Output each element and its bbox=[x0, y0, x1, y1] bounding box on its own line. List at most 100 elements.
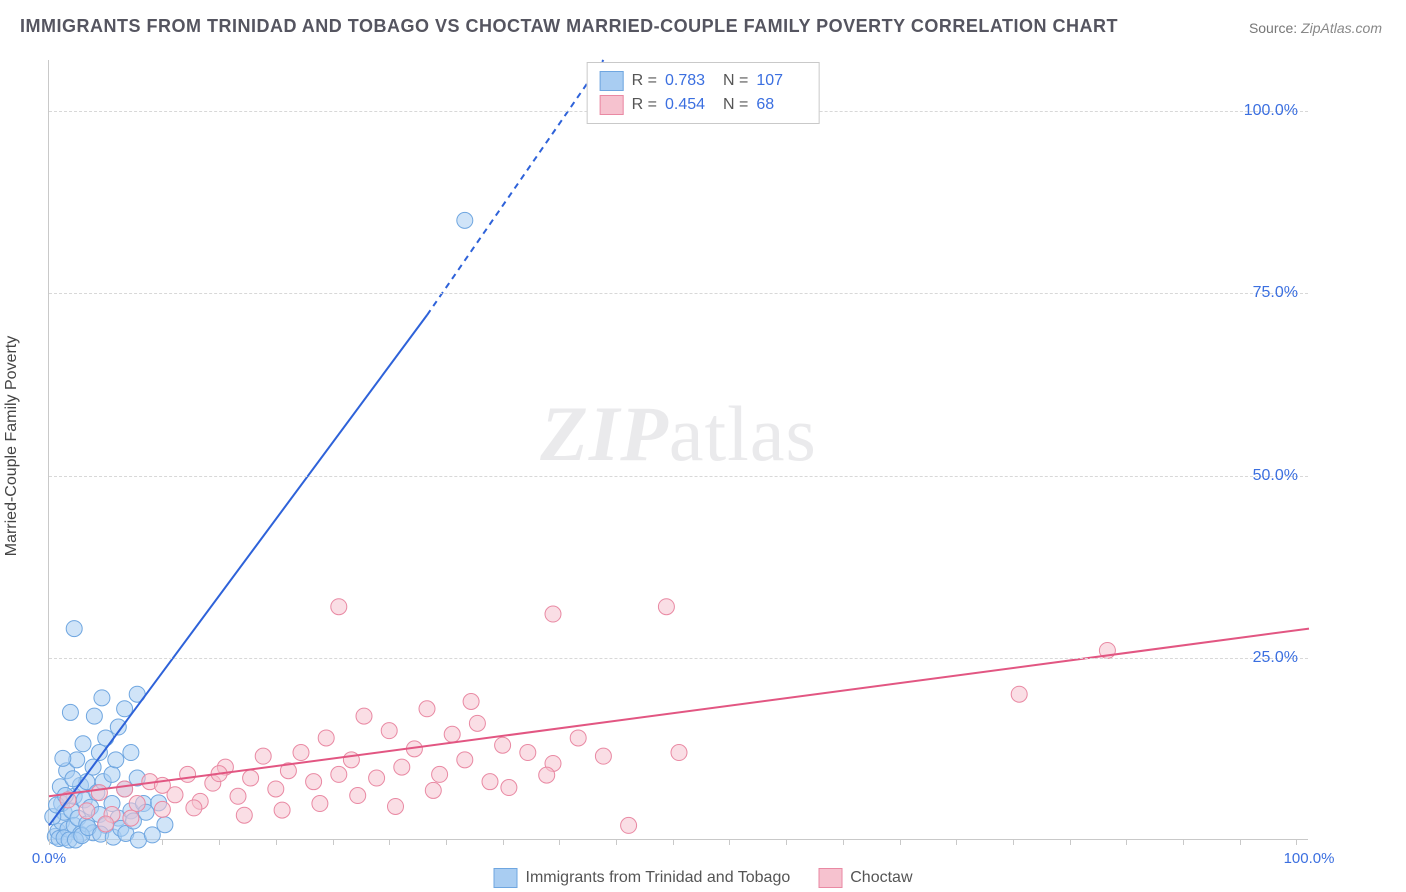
x-tick-label: 0.0% bbox=[32, 850, 66, 867]
gridline-h bbox=[49, 293, 1308, 294]
data-point-choctaw bbox=[388, 798, 404, 814]
x-tick bbox=[1183, 839, 1184, 845]
source-label: Source: bbox=[1249, 20, 1297, 36]
legend-row-choctaw: R = 0.454 N = 68 bbox=[600, 93, 807, 117]
x-tick bbox=[843, 839, 844, 845]
data-point-choctaw bbox=[117, 781, 133, 797]
correlation-legend: R = 0.783 N = 107 R = 0.454 N = 68 bbox=[587, 62, 820, 124]
swatch-choctaw-bottom bbox=[818, 868, 842, 888]
data-point-choctaw bbox=[520, 745, 536, 761]
data-point-choctaw bbox=[463, 693, 479, 709]
data-point-choctaw bbox=[356, 708, 372, 724]
x-tick bbox=[219, 839, 220, 845]
data-point-choctaw bbox=[621, 817, 637, 833]
chart-title: IMMIGRANTS FROM TRINIDAD AND TOBAGO VS C… bbox=[20, 16, 1118, 37]
data-point-choctaw bbox=[545, 606, 561, 622]
x-tick bbox=[389, 839, 390, 845]
x-tick bbox=[276, 839, 277, 845]
data-point-choctaw bbox=[293, 745, 309, 761]
swatch-trinidad-bottom bbox=[494, 868, 518, 888]
trend-line-trinidad bbox=[49, 315, 427, 825]
r-label: R = bbox=[632, 69, 657, 93]
n-value-trinidad: 107 bbox=[756, 69, 806, 93]
data-point-choctaw bbox=[658, 599, 674, 615]
data-point-choctaw bbox=[394, 759, 410, 775]
n-label: N = bbox=[723, 93, 748, 117]
x-tick bbox=[786, 839, 787, 845]
data-point-trinidad bbox=[123, 745, 139, 761]
data-point-choctaw bbox=[180, 766, 196, 782]
r-value-trinidad: 0.783 bbox=[665, 69, 715, 93]
x-tick bbox=[1240, 839, 1241, 845]
x-tick bbox=[49, 839, 50, 845]
trend-line-choctaw bbox=[49, 629, 1309, 797]
data-point-choctaw bbox=[98, 816, 114, 832]
data-point-choctaw bbox=[186, 800, 202, 816]
x-tick bbox=[333, 839, 334, 845]
x-tick bbox=[1296, 839, 1297, 845]
data-point-choctaw bbox=[432, 766, 448, 782]
data-point-choctaw bbox=[539, 767, 555, 783]
data-point-choctaw bbox=[123, 810, 139, 826]
data-point-trinidad bbox=[98, 730, 114, 746]
chart-svg bbox=[49, 60, 1308, 839]
data-point-choctaw bbox=[343, 752, 359, 768]
gridline-h bbox=[49, 476, 1308, 477]
x-tick bbox=[673, 839, 674, 845]
data-point-choctaw bbox=[419, 701, 435, 717]
data-point-choctaw bbox=[91, 785, 107, 801]
data-point-choctaw bbox=[350, 788, 366, 804]
x-tick bbox=[900, 839, 901, 845]
source-value: ZipAtlas.com bbox=[1301, 20, 1382, 36]
data-point-choctaw bbox=[495, 737, 511, 753]
data-point-choctaw bbox=[381, 723, 397, 739]
data-point-trinidad bbox=[75, 736, 91, 752]
y-axis-label: Married-Couple Family Poverty bbox=[3, 336, 21, 557]
data-point-trinidad bbox=[157, 817, 173, 833]
legend-row-trinidad: R = 0.783 N = 107 bbox=[600, 69, 807, 93]
data-point-trinidad bbox=[86, 708, 102, 724]
data-point-choctaw bbox=[306, 774, 322, 790]
data-point-choctaw bbox=[331, 766, 347, 782]
data-point-choctaw bbox=[243, 770, 259, 786]
x-tick-label: 100.0% bbox=[1284, 850, 1335, 867]
data-point-choctaw bbox=[369, 770, 385, 786]
legend-label-trinidad: Immigrants from Trinidad and Tobago bbox=[526, 869, 791, 887]
gridline-h bbox=[49, 658, 1308, 659]
legend-label-choctaw: Choctaw bbox=[850, 869, 912, 887]
x-tick bbox=[1013, 839, 1014, 845]
data-point-choctaw bbox=[444, 726, 460, 742]
x-tick bbox=[106, 839, 107, 845]
source-attribution: Source: ZipAtlas.com bbox=[1249, 20, 1382, 36]
data-point-choctaw bbox=[230, 788, 246, 804]
x-tick bbox=[1070, 839, 1071, 845]
data-point-choctaw bbox=[482, 774, 498, 790]
y-tick-label: 100.0% bbox=[1244, 102, 1298, 120]
data-point-trinidad bbox=[55, 750, 71, 766]
x-tick bbox=[729, 839, 730, 845]
x-tick bbox=[1126, 839, 1127, 845]
x-tick bbox=[446, 839, 447, 845]
data-point-choctaw bbox=[255, 748, 271, 764]
data-point-trinidad bbox=[104, 766, 120, 782]
swatch-trinidad bbox=[600, 71, 624, 91]
data-point-choctaw bbox=[671, 745, 687, 761]
data-point-choctaw bbox=[268, 781, 284, 797]
data-point-choctaw bbox=[457, 752, 473, 768]
series-legend: Immigrants from Trinidad and Tobago Choc… bbox=[494, 868, 913, 888]
data-point-choctaw bbox=[154, 801, 170, 817]
data-point-trinidad bbox=[62, 704, 78, 720]
n-label: N = bbox=[723, 69, 748, 93]
x-tick bbox=[559, 839, 560, 845]
data-point-choctaw bbox=[274, 802, 290, 818]
data-point-choctaw bbox=[425, 782, 441, 798]
data-point-choctaw bbox=[469, 715, 485, 731]
x-tick bbox=[956, 839, 957, 845]
data-point-choctaw bbox=[331, 599, 347, 615]
data-point-choctaw bbox=[318, 730, 334, 746]
data-point-choctaw bbox=[312, 796, 328, 812]
data-point-trinidad bbox=[66, 621, 82, 637]
trend-line-dash-trinidad bbox=[427, 60, 603, 315]
data-point-choctaw bbox=[1011, 686, 1027, 702]
data-point-choctaw bbox=[79, 803, 95, 819]
